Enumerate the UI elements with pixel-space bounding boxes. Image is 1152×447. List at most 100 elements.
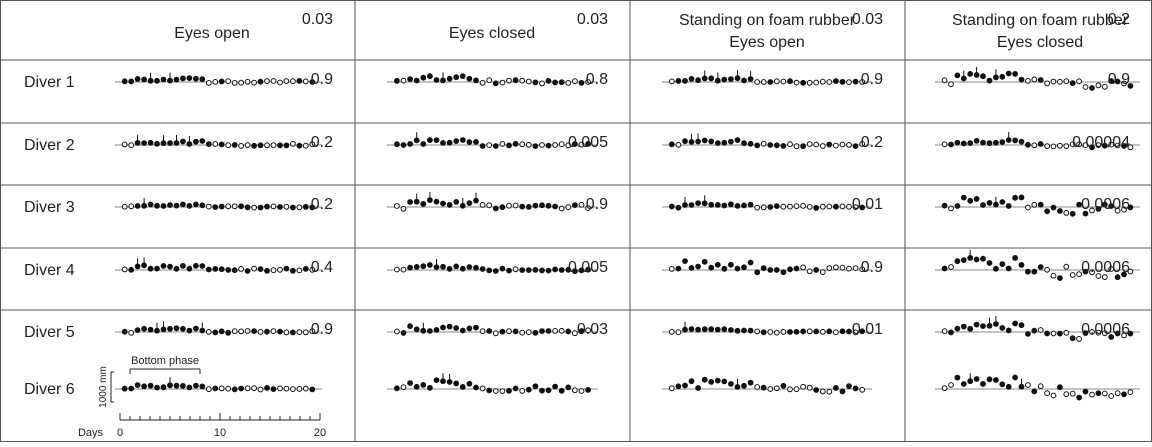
data-point (225, 203, 232, 210)
data-point (780, 382, 787, 389)
data-point (1012, 255, 1018, 261)
data-point (806, 384, 813, 391)
data-point (1005, 327, 1012, 334)
data-point (826, 265, 833, 272)
data-point (532, 329, 539, 336)
data-point (141, 76, 148, 83)
data-point (193, 325, 199, 332)
data-point (244, 328, 251, 334)
p-value-label: 0.9 (586, 196, 608, 213)
data-point (980, 323, 986, 330)
data-point (833, 264, 839, 271)
data-point (578, 141, 585, 148)
data-point (499, 79, 506, 86)
p-value-label: 0.03 (577, 11, 608, 28)
data-point (1057, 142, 1063, 149)
data-point (264, 267, 270, 274)
data-point (747, 379, 754, 386)
data-point (499, 204, 506, 211)
data-point (199, 263, 206, 269)
data-point (986, 77, 993, 84)
p-value-label: 0.01 (852, 196, 883, 213)
data-point (1037, 327, 1044, 333)
data-point (675, 329, 682, 336)
data-point (486, 267, 493, 274)
data-point (473, 384, 479, 391)
data-point (459, 327, 466, 334)
data-point (960, 140, 967, 147)
data-point (154, 77, 160, 84)
data-point (212, 266, 219, 272)
data-point (980, 73, 986, 80)
data-point (1121, 391, 1127, 398)
data-point (754, 142, 761, 149)
data-point (1127, 330, 1134, 337)
data-point (519, 141, 526, 148)
data-point (407, 323, 414, 330)
data-point (1121, 206, 1127, 213)
p-value-label: 0.9 (1108, 71, 1130, 88)
data-point (1025, 78, 1031, 84)
data-point (806, 204, 813, 210)
data-point (806, 268, 813, 275)
data-point (473, 77, 479, 84)
data-point (747, 201, 754, 208)
data-point (519, 203, 526, 210)
data-point (1076, 394, 1082, 401)
data-point (734, 203, 741, 209)
data-point (806, 79, 813, 86)
data-point (264, 385, 270, 391)
data-point (121, 266, 128, 273)
data-point (1012, 374, 1018, 381)
data-point (826, 388, 833, 395)
data-point (290, 141, 296, 147)
data-point (973, 256, 980, 263)
data-point (800, 328, 806, 335)
data-point (760, 265, 767, 272)
data-point (479, 202, 486, 208)
data-point (302, 265, 309, 272)
data-point (453, 263, 460, 270)
data-point (283, 329, 290, 336)
data-point (572, 78, 578, 85)
data-point (466, 325, 473, 332)
data-point (519, 77, 526, 84)
data-point (407, 141, 414, 147)
data-point (499, 265, 506, 272)
data-point (980, 139, 986, 146)
data-point (773, 203, 780, 210)
data-point (486, 202, 493, 209)
data-point (525, 267, 532, 274)
data-point (1031, 327, 1038, 334)
data-point (846, 142, 852, 148)
data-point (773, 329, 780, 336)
data-point (1101, 390, 1108, 397)
data-point (420, 141, 427, 147)
data-point (296, 386, 303, 392)
data-point (967, 197, 974, 204)
row-label-1: Diver 1 (24, 74, 75, 91)
data-point (967, 325, 974, 332)
x-tick-label: 20 (314, 427, 326, 439)
data-point (839, 78, 846, 85)
data-point (1069, 80, 1076, 87)
data-point (244, 268, 251, 274)
data-point (309, 141, 316, 148)
data-point (270, 328, 277, 335)
data-point (290, 204, 296, 211)
data-point (578, 79, 585, 86)
data-point (400, 77, 407, 84)
data-point (734, 265, 741, 272)
data-point (499, 328, 506, 335)
data-point (1025, 268, 1031, 275)
data-point (941, 385, 948, 392)
data-point (839, 388, 846, 395)
data-point (1082, 84, 1089, 90)
data-point (231, 203, 238, 210)
data-point (754, 328, 761, 335)
column-header: Eyes open (174, 25, 250, 42)
data-point (492, 330, 499, 337)
data-point (675, 141, 682, 148)
data-point (859, 204, 866, 211)
data-point (545, 202, 552, 209)
